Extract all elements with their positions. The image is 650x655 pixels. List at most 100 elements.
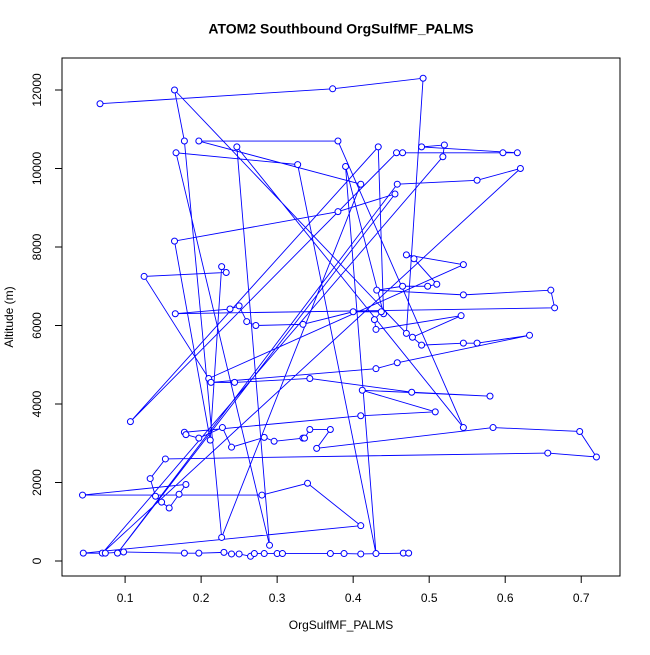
data-point [358,386,366,394]
data-point [329,85,337,93]
data-point [228,550,236,558]
data-point [459,291,467,299]
data-point [326,550,334,558]
data-point [418,341,426,349]
y-tick-label: 6000 [30,312,44,339]
data-point [592,453,600,461]
data-point [260,433,268,441]
data-point [231,378,239,386]
data-point [393,180,401,188]
data-point [439,153,447,161]
data-point [294,161,302,169]
data-point [220,548,228,556]
data-point [576,427,584,435]
data-point [357,180,365,188]
data-point [79,549,87,557]
data-point [357,522,365,530]
data-point [207,378,215,386]
data-point [158,498,166,506]
data-point [243,318,251,326]
data-point [250,550,258,558]
data-point [473,176,481,184]
data-point [126,418,134,426]
data-point [222,269,230,277]
data-point [547,286,555,294]
data-point [266,541,274,549]
data-point [140,272,148,280]
data-point [419,74,427,82]
x-tick-label: 0.6 [497,591,514,605]
data-point [206,436,214,444]
data-point [180,137,188,145]
data-point [304,479,312,487]
data-point [544,449,552,457]
data-point [218,424,226,432]
data-point [161,455,169,463]
data-point [393,359,401,367]
y-tick-label: 2000 [30,469,44,496]
data-point [326,426,334,434]
data-point [235,550,243,558]
data-point [424,282,432,290]
data-point [372,365,380,373]
data-point [306,374,314,382]
data-point [252,321,260,329]
data-point [391,190,399,198]
data-point [218,263,226,271]
data-point [459,339,467,347]
data-point [235,302,243,310]
data-point [101,549,109,557]
x-tick-label: 0.5 [421,591,438,605]
data-point [459,261,467,269]
data-point [120,548,128,556]
data-point [418,143,426,151]
data-point [457,312,465,320]
data-point [258,491,266,499]
data-point [349,308,357,316]
data-point [171,310,179,318]
data-point [175,490,183,498]
data-point [334,137,342,145]
x-axis-label: OrgSulfMF_PALMS [289,618,393,632]
chart-title: ATOM2 Southbound OrgSulfMF_PALMS [208,21,473,37]
data-point [195,137,203,145]
data-point [402,329,410,337]
data-point [516,164,524,172]
data-point [301,434,309,442]
data-point [408,333,416,341]
data-point [79,491,87,499]
data-point [340,550,348,558]
y-tick-label: 8000 [30,233,44,260]
data-point [180,549,188,557]
plot-frame [61,57,621,577]
data-point [152,492,160,500]
data-point [306,426,314,434]
data-point [499,149,507,157]
data-point [260,550,268,558]
data-point [370,316,378,324]
data-point [433,280,441,288]
data-point [342,163,350,171]
data-point [182,480,190,488]
data-point [357,550,365,558]
data-point [373,286,381,294]
data-point [233,143,241,151]
data-point [431,408,439,416]
data-point [195,434,203,442]
data-point [228,443,236,451]
data-point [165,504,173,512]
data-point [489,424,497,432]
data-point [486,392,494,400]
x-tick-label: 0.7 [573,591,590,605]
y-tick-label: 4000 [30,390,44,417]
data-point [278,550,286,558]
data-point [96,100,104,108]
data-point [459,424,467,432]
data-point [334,208,342,216]
data-point [372,325,380,333]
x-tick-label: 0.1 [117,591,134,605]
data-point [399,149,407,157]
data-point [526,331,534,339]
data-point [372,550,380,558]
